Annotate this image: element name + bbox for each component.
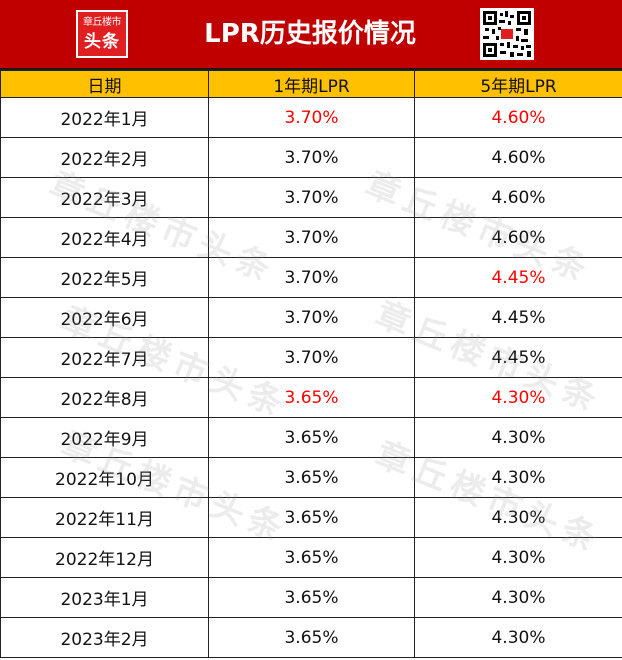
logo-line-2: 头条 [84,32,120,52]
cell-date: 2022年4月 [0,217,209,258]
cell-lpr-1y: 3.65% [208,537,415,578]
cell-lpr-1y: 3.65% [208,577,415,618]
table-row: 2022年1月 3.70% 4.60% [0,97,622,138]
cell-lpr-5y: 4.60% [414,97,622,138]
table-row: 2022年12月 3.65% 4.30% [0,537,622,578]
column-header-lpr-5y: 5年期LPR [414,70,622,98]
cell-lpr-5y: 4.30% [414,457,622,498]
table-row: 2022年7月 3.70% 4.45% [0,337,622,378]
cell-date: 2022年5月 [0,257,209,298]
cell-lpr-5y: 4.45% [414,257,622,298]
cell-lpr-5y: 4.30% [414,417,622,458]
table-row: 2022年8月 3.65% 4.30% [0,377,622,418]
table-body: 2022年1月 3.70% 4.60% 2022年2月 3.70% 4.60% 2022年3… [0,97,622,658]
table-row: 2023年1月 3.65% 4.30% [0,577,622,618]
cell-lpr-5y: 4.30% [414,537,622,578]
cell-lpr-5y: 4.30% [414,577,622,618]
cell-date: 2022年7月 [0,337,209,378]
cell-lpr-1y: 3.70% [208,297,415,338]
table-row: 2022年6月 3.70% 4.45% [0,297,622,338]
logo-line-1: 章丘楼市 [83,17,122,28]
cell-date: 2022年9月 [0,417,209,458]
cell-lpr-5y: 4.45% [414,297,622,338]
cell-date: 2022年3月 [0,177,209,218]
column-header-lpr-1y: 1年期LPR [208,70,415,98]
table-row: 2022年10月 3.65% 4.30% [0,457,622,498]
cell-date: 2023年1月 [0,577,209,618]
cell-lpr-5y: 4.30% [414,617,622,658]
cell-date: 2022年11月 [0,497,209,538]
cell-lpr-1y: 3.70% [208,257,415,298]
cell-lpr-1y: 3.65% [208,417,415,458]
cell-lpr-5y: 4.30% [414,377,622,418]
cell-date: 2023年2月 [0,617,209,658]
cell-date: 2022年1月 [0,97,209,138]
qr-code-icon [480,8,534,60]
table-header-row: 日期 1年期LPR 5年期LPR [0,70,622,98]
cell-date: 2022年6月 [0,297,209,338]
page-title: LPR历史报价情况 [204,19,416,49]
table-row: 2022年9月 3.65% 4.30% [0,417,622,458]
table-row: 2023年2月 3.65% 4.30% [0,617,622,658]
cell-lpr-1y: 3.70% [208,137,415,178]
cell-lpr-1y: 3.65% [208,457,415,498]
column-header-date: 日期 [0,70,209,98]
cell-date: 2022年12月 [0,537,209,578]
cell-lpr-5y: 4.60% [414,177,622,218]
cell-lpr-1y: 3.70% [208,177,415,218]
table-row: 2022年11月 3.65% 4.30% [0,497,622,538]
cell-date: 2022年2月 [0,137,209,178]
table-row: 2022年5月 3.70% 4.45% [0,257,622,298]
cell-lpr-1y: 3.70% [208,97,415,138]
cell-lpr-5y: 4.45% [414,337,622,378]
table-row: 2022年3月 3.70% 4.60% [0,177,622,218]
table-row: 2022年4月 3.70% 4.60% [0,217,622,258]
cell-date: 2022年10月 [0,457,209,498]
lpr-table: 日期 1年期LPR 5年期LPR 2022年1月 3.70% 4.60% 2022年2… [0,70,622,658]
cell-lpr-1y: 3.65% [208,497,415,538]
cell-lpr-5y: 4.60% [414,217,622,258]
brand-logo: 章丘楼市 头条 [76,10,128,58]
table-row: 2022年2月 3.70% 4.60% [0,137,622,178]
cell-lpr-5y: 4.60% [414,137,622,178]
cell-date: 2022年8月 [0,377,209,418]
cell-lpr-5y: 4.30% [414,497,622,538]
cell-lpr-1y: 3.65% [208,617,415,658]
cell-lpr-1y: 3.70% [208,337,415,378]
cell-lpr-1y: 3.70% [208,217,415,258]
cell-lpr-1y: 3.65% [208,377,415,418]
header-banner: 章丘楼市 头条 LPR历史报价情况 [0,0,622,70]
